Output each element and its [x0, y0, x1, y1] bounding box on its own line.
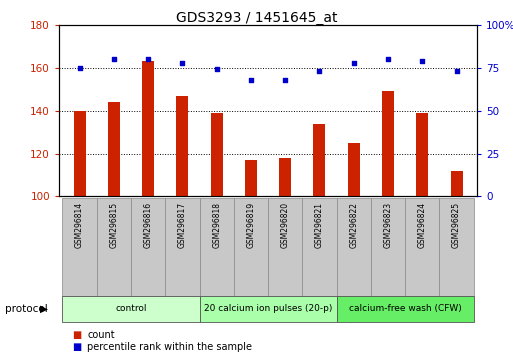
Bar	[405, 198, 440, 296]
Bar	[348, 143, 360, 196]
Text: protocol: protocol	[5, 304, 51, 314]
Text: GSM296816: GSM296816	[144, 202, 152, 248]
Point	[452, 68, 461, 74]
Point	[110, 56, 118, 62]
Text: GSM296815: GSM296815	[109, 202, 119, 248]
Bar	[108, 102, 120, 196]
Bar	[96, 198, 131, 296]
Text: GDS3293 / 1451645_at: GDS3293 / 1451645_at	[176, 11, 337, 25]
Text: GSM296818: GSM296818	[212, 202, 221, 248]
Point	[315, 68, 324, 74]
Text: GSM296823: GSM296823	[384, 202, 392, 248]
Point	[212, 67, 221, 72]
Text: control: control	[115, 304, 147, 313]
Bar	[416, 113, 428, 196]
Bar	[165, 198, 200, 296]
Bar	[200, 296, 337, 322]
Bar	[337, 296, 473, 322]
Bar	[131, 198, 165, 296]
Text: ■: ■	[72, 342, 81, 352]
Bar	[73, 110, 86, 196]
Text: GSM296821: GSM296821	[315, 202, 324, 248]
Bar	[63, 198, 96, 296]
Bar	[234, 198, 268, 296]
Text: percentile rank within the sample: percentile rank within the sample	[87, 342, 252, 352]
Text: GSM296825: GSM296825	[452, 202, 461, 248]
Bar	[382, 91, 394, 196]
Point	[178, 60, 186, 65]
Text: GSM296817: GSM296817	[178, 202, 187, 248]
Bar	[371, 198, 405, 296]
Text: GSM296819: GSM296819	[246, 202, 255, 248]
Bar	[337, 198, 371, 296]
Bar	[268, 198, 302, 296]
Bar	[450, 171, 463, 196]
Point	[144, 56, 152, 62]
Text: calcium-free wash (CFW): calcium-free wash (CFW)	[349, 304, 462, 313]
Bar	[302, 198, 337, 296]
Bar	[142, 61, 154, 196]
Point	[418, 58, 426, 64]
Text: GSM296822: GSM296822	[349, 202, 358, 248]
Bar	[63, 296, 200, 322]
Bar	[200, 198, 234, 296]
Point	[384, 56, 392, 62]
Bar	[279, 158, 291, 196]
Text: GSM296824: GSM296824	[418, 202, 427, 248]
Point	[75, 65, 84, 70]
Point	[350, 60, 358, 65]
Point	[281, 77, 289, 82]
Bar	[245, 160, 257, 196]
Text: ■: ■	[72, 330, 81, 339]
Bar	[440, 198, 473, 296]
Text: count: count	[87, 330, 115, 339]
Text: GSM296814: GSM296814	[75, 202, 84, 248]
Text: 20 calcium ion pulses (20-p): 20 calcium ion pulses (20-p)	[204, 304, 332, 313]
Bar	[211, 113, 223, 196]
Text: ▶: ▶	[40, 304, 48, 314]
Bar	[313, 124, 325, 196]
Text: GSM296820: GSM296820	[281, 202, 290, 248]
Bar	[176, 96, 188, 196]
Point	[247, 77, 255, 82]
